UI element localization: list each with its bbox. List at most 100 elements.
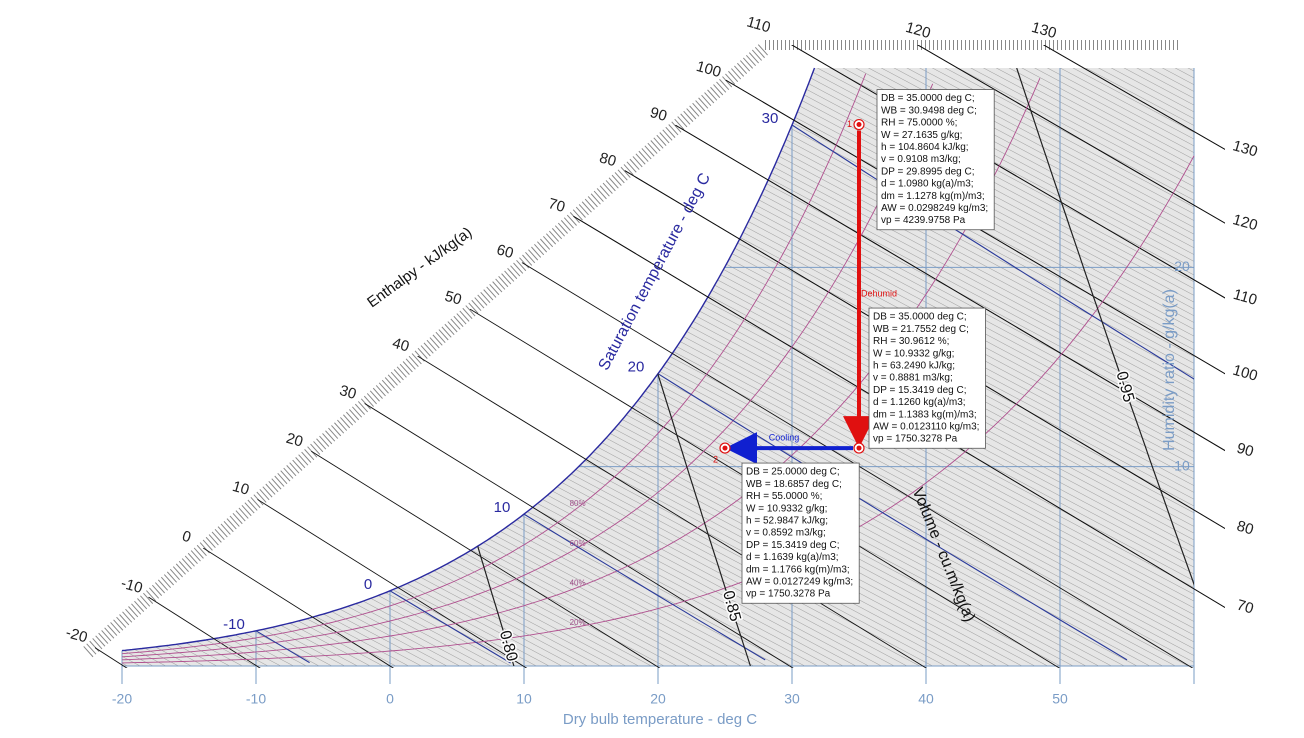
- enthalpy-line: [95, 45, 311, 668]
- info-line: RH = 75.0000 %;: [881, 118, 957, 129]
- info-box: DB = 25.0000 deg C;WB = 18.6857 deg C;RH…: [741, 462, 860, 604]
- enthalpy-tick-label: 20: [284, 430, 305, 451]
- info-line: DP = 15.3419 deg C;: [746, 540, 840, 551]
- info-line: v = 0.8881 m3/kg;: [873, 373, 953, 384]
- rh-curve: [121, 73, 867, 655]
- info-line: WB = 21.7552 deg C;: [873, 324, 969, 335]
- x-tick-label: -10: [246, 691, 266, 707]
- info-line: dm = 1.1766 kg(m)/m3;: [746, 564, 850, 575]
- grid: [121, 67, 1195, 684]
- enthalpy-tick-label: 110: [745, 13, 773, 36]
- x-tick-label: 30: [784, 691, 800, 707]
- enthalpy-tick-label: 80: [597, 149, 618, 170]
- info-line: DB = 35.0000 deg C;: [873, 312, 967, 323]
- info-line: v = 0.9108 m3/kg;: [881, 154, 961, 165]
- x-tick-label: -20: [112, 691, 132, 707]
- y-axis-label: Humidity ratio - g/kg(a): [1161, 289, 1178, 451]
- wet-bulb-line: [255, 630, 310, 664]
- info-line: h = 63.2490 kJ/kg;: [873, 361, 955, 372]
- wet-bulb-line: [523, 513, 766, 661]
- x-tick-label: 20: [650, 691, 666, 707]
- rh-tick-label: 80%: [570, 499, 586, 508]
- info-box-frame: [741, 462, 860, 604]
- enthalpy-tick-label: -20: [64, 624, 90, 646]
- info-box-frame: [876, 89, 995, 231]
- enthalpy-line: [95, 45, 445, 668]
- x-axis-label: Dry bulb temperature - deg C: [563, 711, 757, 728]
- info-line: vp = 1750.3278 Pa: [873, 434, 958, 445]
- enthalpy-tick-label: 70: [546, 195, 567, 216]
- info-line: WB = 30.9498 deg C;: [881, 105, 977, 116]
- info-line: dm = 1.1383 kg(m)/m3;: [873, 409, 977, 420]
- enthalpy-line: [874, 45, 1225, 668]
- enthalpy-tick-label: 110: [1231, 286, 1259, 309]
- process-label: Cooling: [769, 432, 800, 442]
- info-line: d = 1.1260 kg(a)/m3;: [873, 397, 966, 408]
- background: [83, 40, 1194, 666]
- info-box-frame: [868, 307, 986, 449]
- info-line: h = 104.8604 kJ/kg;: [881, 142, 969, 153]
- marks: [719, 118, 875, 465]
- info-line: h = 52.9847 kJ/kg;: [746, 516, 828, 527]
- enthalpy-tick-label: 90: [1235, 440, 1256, 461]
- y-tick-label: 10: [1174, 457, 1190, 473]
- info-line: AW = 0.0127249 kg/m3;: [746, 577, 853, 588]
- info-line: dm = 1.1278 kg(m)/m3;: [881, 191, 985, 202]
- info-line: WB = 18.6857 deg C;: [746, 479, 842, 490]
- enthalpy-line: [1000, 45, 1225, 668]
- info-line: DP = 15.3419 deg C;: [873, 385, 967, 396]
- enthalpy-tick-label: 100: [694, 58, 723, 81]
- x-tick-label: 40: [918, 691, 934, 707]
- info-line: vp = 4239.9758 Pa: [881, 215, 966, 226]
- state-point-dot: [856, 445, 862, 451]
- x-tick-label: 50: [1052, 691, 1068, 707]
- state-point-dot: [722, 445, 728, 451]
- enthalpy-line: [497, 45, 1225, 668]
- rh-curve: [121, 83, 934, 658]
- saturation-tick-label: -10: [223, 616, 245, 633]
- volume-line: [655, 366, 751, 666]
- info-line: DB = 35.0000 deg C;: [881, 93, 975, 104]
- info-box: DB = 35.0000 deg C;WB = 21.7552 deg C;RH…: [868, 307, 986, 449]
- saturation-tick-label: 20: [628, 359, 645, 376]
- enthalpy-tick-label: 130: [1231, 137, 1260, 160]
- wet-bulb-line: [657, 373, 1128, 661]
- enthalpy-tick-label: 30: [337, 382, 358, 403]
- enthalpy-tick-label: 40: [390, 335, 411, 356]
- enthalpy-tick-label: 70: [1235, 597, 1256, 618]
- info-line: DB = 25.0000 deg C;: [746, 467, 840, 478]
- enthalpy-tick-label: 0: [180, 528, 193, 547]
- enthalpy-line: [623, 45, 1225, 668]
- x-tick-label: 10: [516, 691, 532, 707]
- enthalpy-tick-label: 120: [1231, 211, 1260, 234]
- rh-tick-label: 60%: [570, 539, 586, 548]
- enthalpy-tick-label: 100: [1231, 362, 1260, 385]
- process-label: Dehumid: [861, 289, 897, 299]
- info-box: DB = 35.0000 deg C;WB = 30.9498 deg C; RH…: [876, 89, 995, 231]
- saturation-tick-label: 30: [762, 110, 779, 127]
- state-point-label: 2: [713, 454, 718, 464]
- enthalpy-scale-band: [83, 42, 770, 658]
- enthalpy-tick-label: 130: [1030, 19, 1059, 42]
- info-line: W = 10.9332 g/kg;: [746, 503, 827, 514]
- enthalpy-tick-label: 90: [648, 104, 669, 125]
- info-line: W = 10.9332 g/kg;: [873, 348, 954, 359]
- info-line: W = 27.1635 g/kg;: [881, 130, 962, 141]
- enthalpy-tick-label: -10: [119, 575, 145, 597]
- info-line: d = 1.0980 kg(a)/m3;: [881, 179, 974, 190]
- enthalpy-tick-label: 80: [1235, 518, 1256, 539]
- wet-bulb-line: [389, 590, 511, 664]
- info-line: RH = 30.9612 %;: [873, 336, 949, 347]
- info-line: AW = 0.0123110 kg/m3;: [873, 422, 979, 433]
- info-line: AW = 0.0298249 kg/m3;: [881, 203, 988, 214]
- enthalpy-tick-label: 50: [443, 288, 464, 309]
- rh-tick-label: 40%: [570, 579, 586, 588]
- volume-line: [1016, 68, 1194, 666]
- volume-line: [477, 546, 515, 666]
- info-line: vp = 1750.3278 Pa: [746, 589, 831, 600]
- enthalpy-tick-label: 120: [904, 19, 933, 42]
- info-line: RH = 55.0000 %;: [746, 491, 822, 502]
- info-line: v = 0.8592 m3/kg;: [746, 528, 826, 539]
- enthalpy-tick-label: 60: [495, 241, 516, 262]
- info-line: d = 1.1639 kg(a)/m3;: [746, 552, 839, 563]
